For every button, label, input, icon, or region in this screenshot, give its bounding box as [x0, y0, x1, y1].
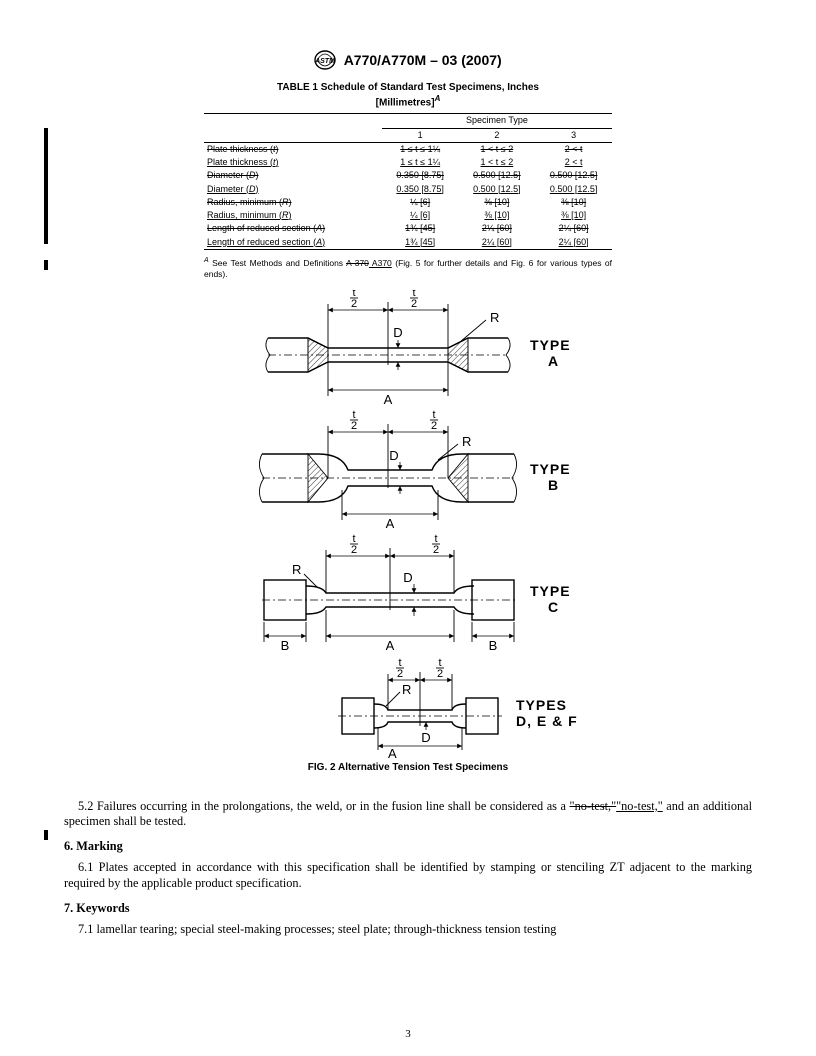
row-label: Diameter (D) — [204, 169, 382, 182]
svg-text:TYPES: TYPES — [516, 697, 567, 713]
row-label: Plate thickness (t) — [204, 142, 382, 156]
cell: 2¼ [60] — [459, 222, 536, 235]
cell: 0.350 [8.75] — [382, 183, 459, 196]
svg-text:A: A — [386, 516, 395, 531]
cell: ⅜ [10] — [459, 196, 536, 209]
body-text: 5.2 Failures occurring in the prolongati… — [64, 799, 752, 938]
group-header: Specimen Type — [382, 114, 612, 128]
svg-text:B: B — [281, 638, 290, 653]
cell: 2¼ [60] — [535, 236, 612, 250]
designation: A770/A770M – 03 (2007) — [344, 52, 502, 68]
svg-text:2: 2 — [431, 420, 437, 432]
cell: 0.500 [12.5] — [535, 183, 612, 196]
svg-text:D: D — [421, 730, 430, 745]
svg-text:2: 2 — [397, 668, 403, 680]
cell: ¼ [6] — [382, 196, 459, 209]
doc-header: ASTM A770/A770M – 03 (2007) — [64, 50, 752, 73]
cell: ¼ [6] — [382, 209, 459, 222]
cell: 0.500 [12.5] — [459, 183, 536, 196]
table1: Specimen Type 1 2 3 Plate thickness (t)1… — [204, 113, 612, 250]
svg-text:B: B — [489, 638, 498, 653]
row-label: Radius, minimum (R) — [204, 196, 382, 209]
svg-text:2: 2 — [351, 544, 357, 556]
cell: 1¾ [45] — [382, 222, 459, 235]
row-label: Length of reduced section (A) — [204, 222, 382, 235]
svg-text:2: 2 — [351, 420, 357, 432]
changebar — [44, 260, 48, 270]
changebar — [44, 128, 48, 244]
cell: 1 < t ≤ 2 — [459, 142, 536, 156]
figure-caption: FIG. 2 Alternative Tension Test Specimen… — [64, 762, 752, 773]
row-label: Plate thickness (t) — [204, 156, 382, 169]
cell: 2¼ [60] — [459, 236, 536, 250]
svg-text:A: A — [548, 353, 559, 369]
col-header: 1 — [382, 128, 459, 142]
cell: 1 ≤ t ≤ 1¼ — [382, 142, 459, 156]
svg-text:B: B — [548, 477, 559, 493]
table1-footnote: A See Test Methods and Definitions A 370… — [204, 256, 612, 280]
cell: 1 ≤ t ≤ 1¼ — [382, 156, 459, 169]
svg-text:R: R — [462, 434, 471, 449]
svg-text:D, E & F: D, E & F — [516, 713, 578, 729]
svg-text:A: A — [384, 392, 393, 407]
svg-text:TYPE: TYPE — [530, 461, 571, 477]
figure-2: .ln{stroke:#000;stroke-width:1.4;fill:no… — [208, 290, 608, 760]
svg-text:R: R — [292, 562, 301, 577]
para-7-1: 7.1 lamellar tearing; special steel-maki… — [64, 922, 752, 937]
svg-text:A: A — [386, 638, 395, 653]
section-7-title: 7. Keywords — [64, 901, 752, 916]
section-6-title: 6. Marking — [64, 839, 752, 854]
svg-text:TYPE: TYPE — [530, 337, 571, 353]
svg-text:2: 2 — [437, 668, 443, 680]
table1-title: TABLE 1 Schedule of Standard Test Specim… — [204, 81, 612, 109]
svg-text:A: A — [388, 746, 397, 760]
page: ASTM A770/A770M – 03 (2007) TABLE 1 Sche… — [0, 0, 816, 1056]
cell: 1¾ [45] — [382, 236, 459, 250]
row-label: Radius, minimum (R) — [204, 209, 382, 222]
svg-text:R: R — [490, 310, 499, 325]
cell: 2¼ [60] — [535, 222, 612, 235]
cell: ⅜ [10] — [459, 209, 536, 222]
svg-text:D: D — [389, 448, 398, 463]
cell: 2 < t — [535, 142, 612, 156]
cell: 2 < t — [535, 156, 612, 169]
svg-text:D: D — [393, 325, 402, 340]
svg-text:R: R — [402, 682, 411, 697]
row-label: Length of reduced section (A) — [204, 236, 382, 250]
page-number: 3 — [64, 1028, 752, 1040]
cell: ⅜ [10] — [535, 209, 612, 222]
col-header: 2 — [459, 128, 536, 142]
row-label: Diameter (D) — [204, 183, 382, 196]
svg-text:2: 2 — [351, 298, 357, 310]
svg-text:C: C — [548, 599, 559, 615]
svg-text:D: D — [403, 570, 412, 585]
cell: 0.500 [12.5] — [459, 169, 536, 182]
cell: 0.350 [8.75] — [382, 169, 459, 182]
svg-text:2: 2 — [411, 298, 417, 310]
cell: ⅜ [10] — [535, 196, 612, 209]
svg-text:2: 2 — [433, 544, 439, 556]
cell: 0.500 [12.5] — [535, 169, 612, 182]
svg-text:ASTM: ASTM — [314, 58, 335, 65]
svg-text:TYPE: TYPE — [530, 583, 571, 599]
astm-logo-icon: ASTM — [314, 50, 336, 73]
para-5-2: 5.2 Failures occurring in the prolongati… — [64, 799, 752, 830]
col-header: 3 — [535, 128, 612, 142]
para-6-1: 6.1 Plates accepted in accordance with t… — [64, 860, 752, 891]
changebar — [44, 830, 48, 840]
cell: 1 < t ≤ 2 — [459, 156, 536, 169]
